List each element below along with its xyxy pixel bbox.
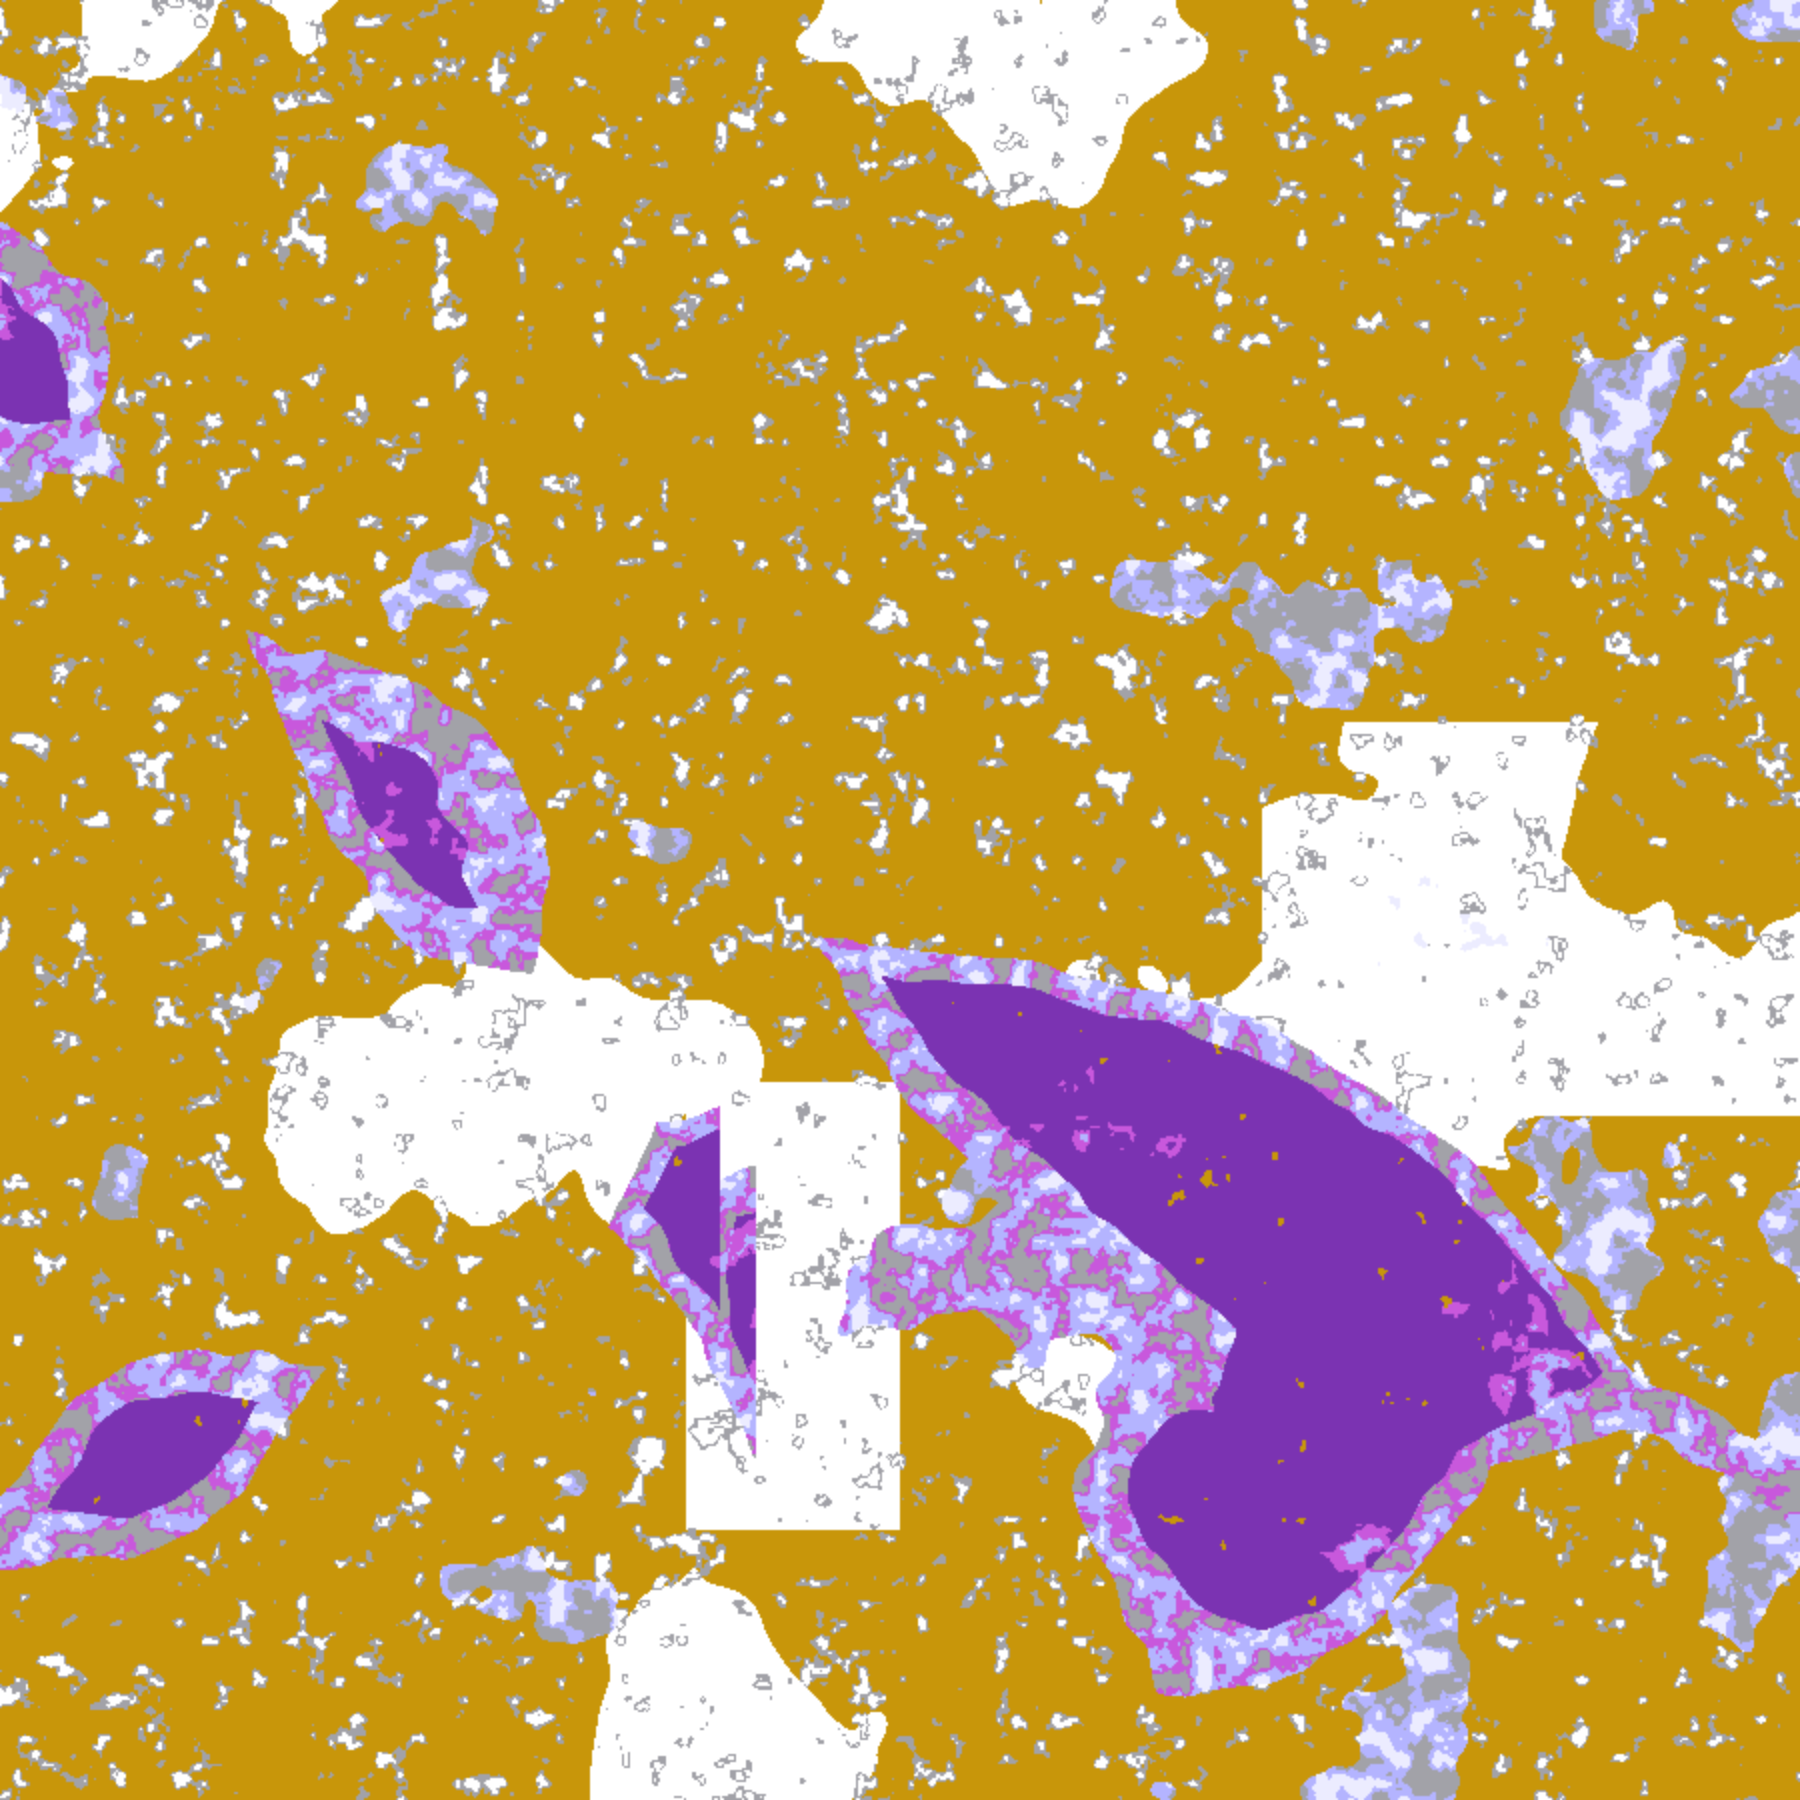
satellite-cloud-classification-map (0, 0, 1800, 1800)
